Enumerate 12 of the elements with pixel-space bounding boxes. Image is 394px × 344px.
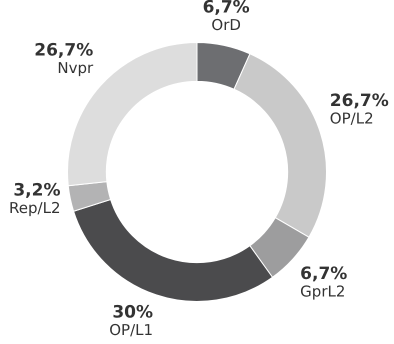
data-label: 30% xyxy=(112,302,154,322)
data-label: 3,2% xyxy=(13,180,60,201)
slice-label: OP/L2 xyxy=(330,110,374,128)
data-label: 26,7% xyxy=(330,91,389,112)
slice-label: OP/L1 xyxy=(109,320,154,339)
slice-label: GprL2 xyxy=(300,282,346,300)
data-label: 6,7% xyxy=(300,264,348,284)
slice-label: Rep/L2 xyxy=(9,199,60,218)
data-label: 26,7% xyxy=(34,40,94,61)
slice-label: Nvpr xyxy=(57,59,94,78)
slice-label: OrD xyxy=(211,16,241,34)
data-label: 6,7% xyxy=(202,0,250,18)
